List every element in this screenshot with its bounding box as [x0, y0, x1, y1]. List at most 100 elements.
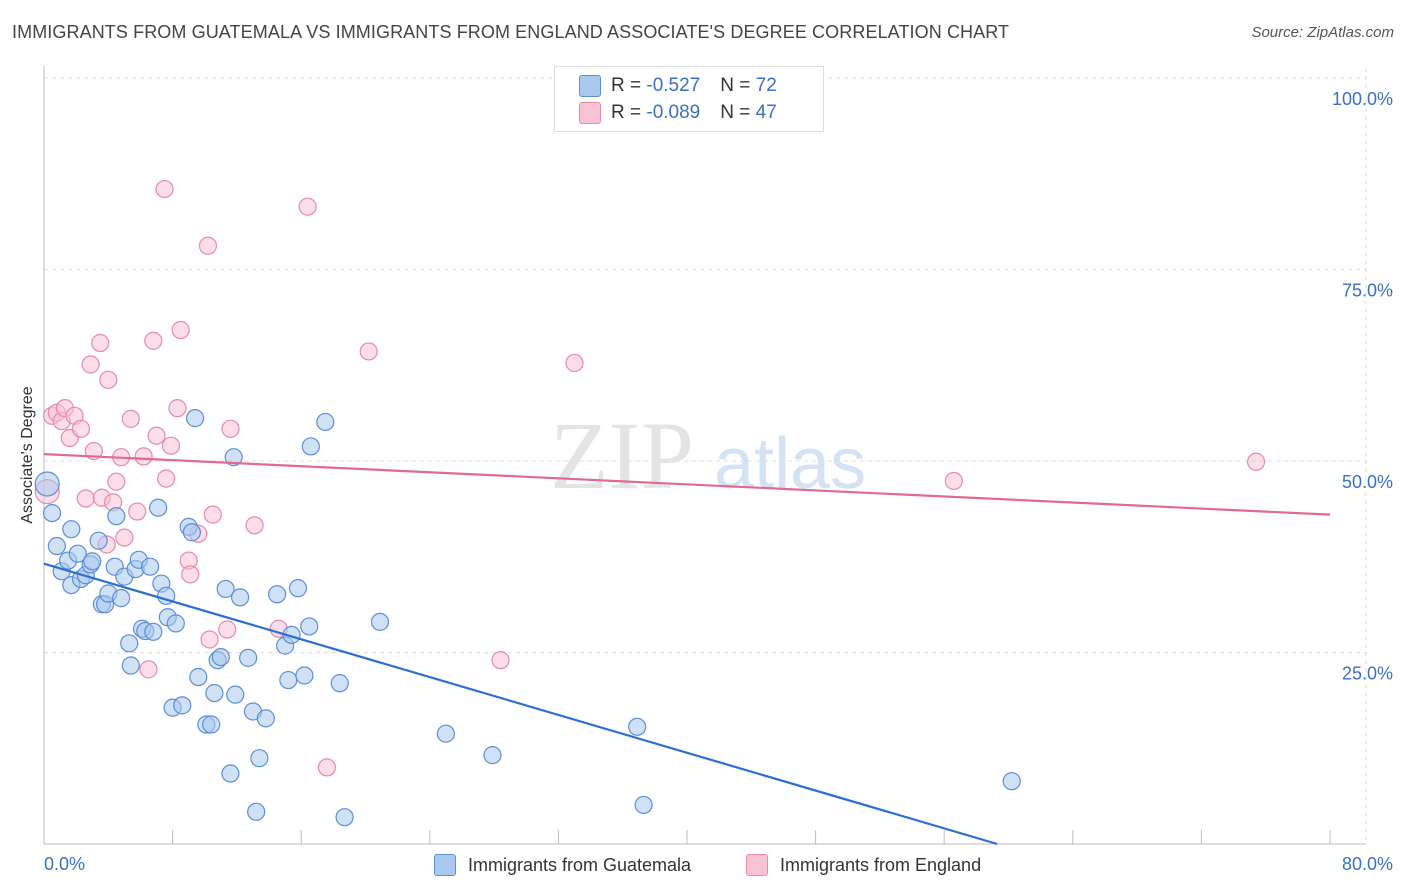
guatemala-point: [68, 544, 87, 563]
guatemala-point: [173, 696, 192, 715]
trend-lines: [43, 453, 1331, 846]
guatemala-point: [34, 471, 60, 497]
england-swatch: [746, 854, 768, 876]
guatemala-point: [288, 579, 308, 598]
england-point: [76, 489, 95, 508]
guatemala-point: [300, 617, 319, 636]
guatemala-point: [301, 437, 320, 456]
guatemala-point: [436, 724, 455, 743]
legend-item-england: Immigrants from England: [746, 852, 981, 878]
guatemala-point: [267, 585, 287, 604]
england-swatch: [579, 102, 601, 124]
chart-title: IMMIGRANTS FROM GUATEMALA VS IMMIGRANTS …: [12, 22, 1010, 42]
guatemala-swatch: [579, 75, 601, 97]
guatemala-point: [1002, 772, 1021, 791]
guatemala-point: [370, 612, 390, 631]
england-point: [359, 342, 378, 361]
england-point: [91, 333, 110, 353]
guatemala-point: [83, 552, 102, 571]
england-point: [81, 355, 100, 374]
england-point: [1246, 452, 1266, 471]
guatemala-point: [189, 667, 208, 687]
guatemala-points: [34, 409, 1021, 827]
guatemala-point: [239, 648, 258, 667]
guatemala-point: [42, 503, 62, 523]
guatemala-point: [628, 717, 647, 736]
guatemala-point: [140, 557, 160, 576]
guatemala-point: [316, 412, 335, 432]
england-point: [99, 370, 118, 389]
guatemala-point: [144, 622, 163, 641]
guatemala-point: [295, 666, 314, 685]
guatemala-point: [202, 715, 221, 734]
x-tick-label-max: 80.0%: [1342, 854, 1393, 874]
y-tick-label-100: 100.0%: [1332, 89, 1393, 109]
guatemala-point: [112, 589, 131, 608]
guatemala-point: [107, 507, 126, 526]
england-point: [944, 471, 963, 491]
source-label: Source: ZipAtlas.com: [1251, 24, 1394, 41]
england-point: [298, 197, 317, 216]
guatemala-point: [634, 795, 653, 815]
england-point: [71, 419, 91, 438]
england-points: [34, 179, 1266, 777]
correlation-legend: R = -0.527 N = 72 R = -0.089 N = 47: [554, 66, 824, 132]
guatemala-swatch: [434, 854, 456, 876]
legend-label-england: Immigrants from England: [780, 854, 982, 875]
guatemala-point: [483, 746, 502, 765]
england-point: [107, 472, 126, 491]
england-point: [181, 565, 200, 584]
legend-label-guatemala: Immigrants from Guatemala: [468, 854, 692, 875]
n-label: N =: [720, 75, 756, 96]
guatemala-point: [231, 588, 250, 607]
y-tick-label-75: 75.0%: [1342, 281, 1393, 301]
guatemala-point: [216, 579, 235, 599]
guatemala-point: [186, 409, 205, 428]
england-point: [203, 505, 222, 524]
y-tick-label-25: 25.0%: [1342, 664, 1393, 684]
legend-row-guatemala: R = -0.527 N = 72: [579, 73, 777, 99]
england-point: [157, 469, 176, 488]
guatemala-point: [205, 683, 224, 703]
england-point: [168, 399, 187, 418]
guatemala-point: [247, 802, 266, 821]
england-point: [139, 660, 158, 679]
legend-item-guatemala: Immigrants from Guatemala: [434, 852, 691, 878]
england-point: [161, 436, 181, 455]
n-label: N =: [720, 102, 756, 123]
r-value: -0.089: [646, 102, 701, 123]
guatemala-point: [47, 536, 66, 556]
england-point: [115, 528, 134, 547]
guatemala-point: [121, 656, 140, 675]
england-point: [171, 320, 190, 340]
watermark-zip: ZIP: [550, 402, 694, 509]
england-point: [565, 353, 584, 373]
guatemala-point: [120, 634, 139, 653]
guatemala-trend-line: [43, 562, 998, 846]
guatemala-point: [335, 808, 354, 827]
legend-row-england: R = -0.089 N = 47: [579, 100, 777, 126]
guatemala-point: [226, 685, 245, 704]
x-tick-label-min: 0.0%: [44, 854, 85, 874]
england-point: [317, 758, 337, 777]
england-point: [221, 419, 240, 438]
england-point: [491, 651, 510, 670]
guatemala-point: [224, 448, 243, 467]
y-tick-label-50: 50.0%: [1342, 472, 1393, 492]
england-point: [144, 331, 163, 350]
england-point: [218, 620, 237, 639]
grid-lines: [44, 68, 1367, 844]
guatemala-point: [149, 498, 168, 517]
guatemala-point: [182, 523, 201, 542]
england-point: [198, 236, 218, 255]
england-point: [134, 447, 153, 466]
guatemala-point: [221, 764, 240, 783]
legend-row-text: R = -0.527 N = 72: [611, 75, 777, 97]
england-point: [155, 179, 174, 199]
guatemala-point: [89, 531, 108, 550]
n-value: 47: [755, 102, 777, 123]
series-legend: Immigrants from Guatemala Immigrants fro…: [0, 852, 1406, 878]
r-value: -0.527: [646, 75, 701, 96]
guatemala-point: [279, 670, 298, 690]
